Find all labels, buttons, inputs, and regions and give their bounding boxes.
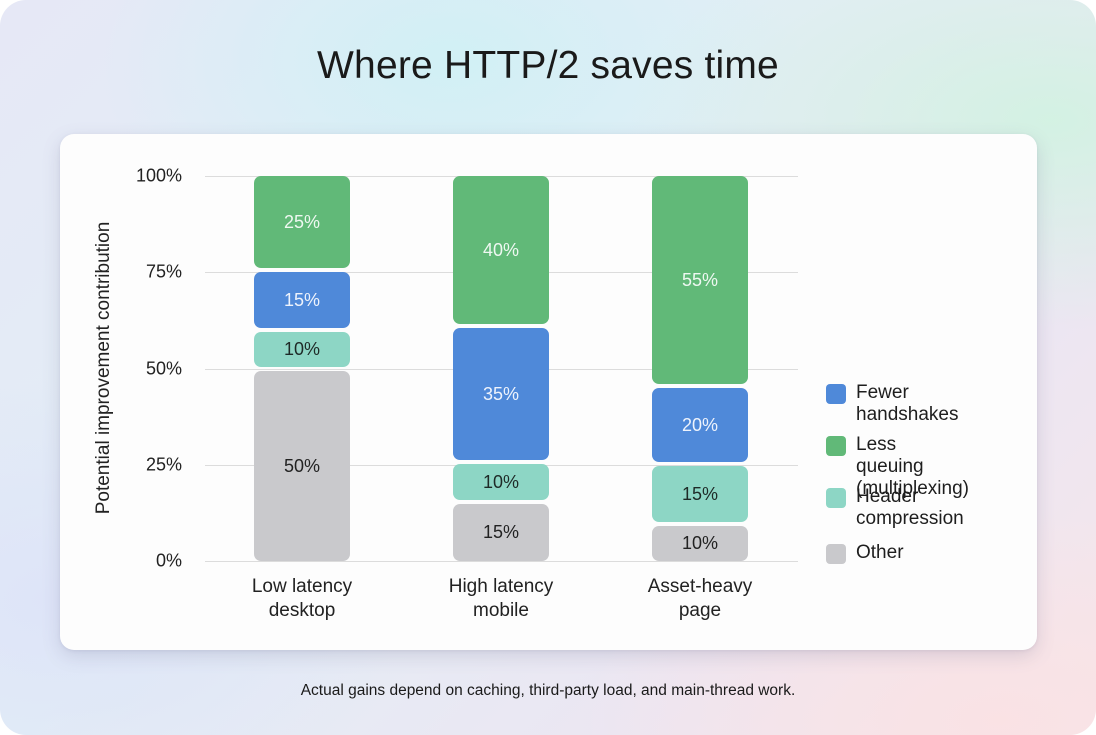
bar-asset-fewer-handshakes: 20% <box>652 388 748 462</box>
x-label-line: mobile <box>473 600 529 621</box>
bar-desktop-fewer-handshakes: 15% <box>254 272 350 328</box>
bar-desktop-header-compression: 10% <box>254 332 350 367</box>
bar-desktop-other: 50% <box>254 371 350 561</box>
legend-label: Other <box>856 542 904 563</box>
legend-label: Header compression <box>856 486 964 529</box>
bar-asset-header-compression: 15% <box>652 466 748 522</box>
x-label-line: Low latency <box>251 576 353 597</box>
x-label-line: desktop <box>268 600 336 621</box>
gridline-0 <box>205 561 798 562</box>
x-label-high-latency-mobile: High latency mobile <box>421 575 581 623</box>
x-label-low-latency-desktop: Low latency desktop <box>222 575 382 623</box>
x-label-line: Asset-heavy <box>647 576 753 597</box>
bar-mobile-other: 15% <box>453 504 549 561</box>
legend-swatch-teal-icon <box>826 488 846 508</box>
bar-desktop-less-queuing: 25% <box>254 176 350 268</box>
legend-label: Fewer handshakes <box>856 382 959 425</box>
y-tick-25: 25% <box>145 454 182 475</box>
bar-mobile-fewer-handshakes: 35% <box>453 328 549 460</box>
y-tick-0: 0% <box>155 550 182 571</box>
x-label-line: High latency <box>448 576 554 597</box>
x-label-asset-heavy-page: Asset-heavy page <box>620 575 780 623</box>
legend-swatch-gray-icon <box>826 544 846 564</box>
footnote: Actual gains depend on caching, third-pa… <box>300 682 796 699</box>
y-tick-100: 100% <box>135 165 182 186</box>
legend-swatch-blue-icon <box>826 384 846 404</box>
legend-swatch-green-icon <box>826 436 846 456</box>
bar-asset-other: 10% <box>652 526 748 561</box>
y-tick-75: 75% <box>145 261 182 282</box>
y-tick-50: 50% <box>145 358 182 379</box>
y-axis-label: Potential improvement contribution <box>93 221 114 515</box>
chart-title: Where HTTP/2 saves time <box>317 44 779 87</box>
bar-mobile-header-compression: 10% <box>453 464 549 500</box>
bar-mobile-less-queuing: 40% <box>453 176 549 324</box>
bar-asset-less-queuing: 55% <box>652 176 748 384</box>
x-label-line: page <box>678 600 722 621</box>
legend-label: Less queuing (multiplexing) <box>856 434 969 499</box>
